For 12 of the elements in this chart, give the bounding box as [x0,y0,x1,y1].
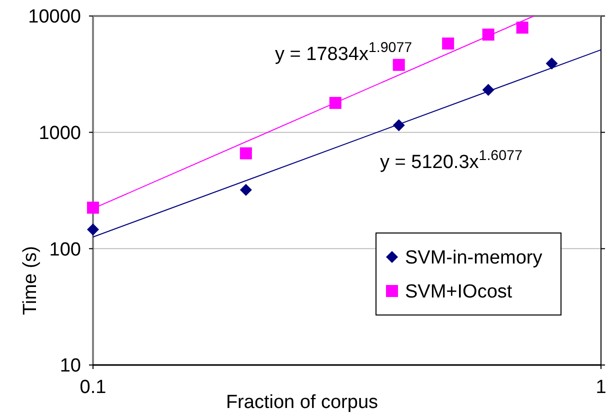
y-tick-label: 10 [60,356,81,377]
x-tick-label: 1 [596,377,606,398]
x-axis-title: Fraction of corpus [226,392,378,413]
annotation: y = 17834x$^{1.9077}$ [275,40,412,65]
y-axis-title: Time (s) [20,246,41,315]
y-tick-label: 1000 [38,122,81,144]
annotation: y = 5120.3x$^{1.6077}$ [380,148,522,173]
legend-label: SVM+IOcost [405,282,513,303]
y-tick-label: 100 [49,239,81,260]
y-tick-label: 10000 [28,6,81,28]
x-tick-label: 0.1 [80,377,106,398]
legend-label: SVM-in-memory [405,248,543,269]
